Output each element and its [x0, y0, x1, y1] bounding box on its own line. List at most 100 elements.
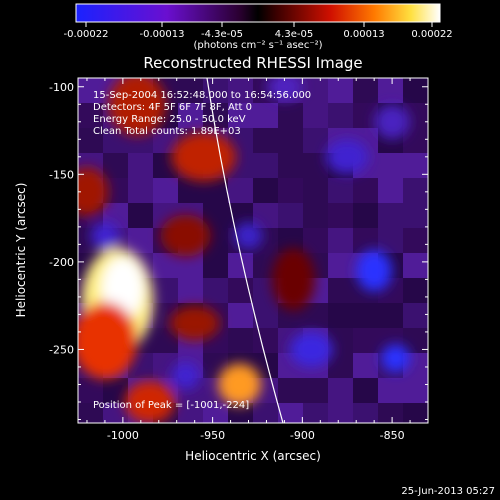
texture-cell: [328, 178, 353, 203]
emission-blob: [160, 214, 211, 257]
colorbar-ticks: -0.00022 -0.00013 -4.3e-05 4.3e-05 0.00013 0.…: [64, 22, 453, 40]
x-tick-label: -950: [200, 429, 225, 442]
texture-cell: [153, 253, 178, 278]
texture-cell: [178, 278, 203, 303]
emission-blob: [108, 78, 166, 136]
texture-cell: [303, 103, 328, 128]
texture-cell: [378, 203, 403, 228]
texture-cell: [328, 228, 353, 253]
texture-cell: [403, 78, 428, 103]
texture-cell: [403, 278, 428, 303]
info-time-range: 15-Sep-2004 16:52:48.000 to 16:54:56.000: [93, 90, 311, 101]
texture-cell: [378, 403, 403, 423]
emission-blob: [78, 167, 109, 217]
texture-cell: [128, 228, 153, 253]
texture-cell: [328, 78, 353, 103]
texture-cell: [303, 178, 328, 203]
texture-cell: [178, 253, 203, 278]
emission-blob: [78, 302, 138, 380]
emission-blob: [90, 221, 120, 250]
y-tick-label: -250: [49, 343, 74, 356]
texture-cell: [228, 303, 253, 328]
texture-cell: [303, 303, 328, 328]
texture-cell: [378, 78, 403, 103]
colorbar-tick-label: 0.00013: [343, 29, 384, 40]
plot-title: Reconstructed RHESSI Image: [143, 54, 362, 72]
texture-cell: [253, 153, 278, 178]
texture-cell: [328, 253, 353, 278]
texture-cell: [278, 178, 303, 203]
texture-cell: [78, 103, 103, 128]
texture-cell: [228, 103, 253, 128]
y-axis-label: Heliocentric Y (arcsec): [14, 183, 28, 318]
image-blobs: [78, 78, 411, 423]
rhessi-image: [78, 78, 428, 423]
colorbar-tick-label: 0.00022: [411, 29, 452, 40]
texture-cell: [403, 378, 428, 403]
colorbar: [75, 3, 441, 23]
texture-cell: [303, 78, 328, 103]
texture-cell: [328, 353, 353, 378]
texture-cell: [353, 403, 378, 423]
texture-cell: [403, 253, 428, 278]
info-energy: Energy Range: 25.0 - 50.0 keV: [93, 114, 246, 125]
colorbar-tick-label: -0.00022: [64, 29, 109, 40]
texture-cell: [378, 303, 403, 328]
texture-cell: [328, 203, 353, 228]
colorbar-tick-label: -4.3e-05: [201, 29, 243, 40]
colorbar-unit-label: (photons cm⁻² s⁻¹ asec⁻²): [193, 40, 322, 51]
plot-frame: [77, 77, 429, 424]
emission-blob: [171, 361, 201, 390]
x-axis-label: Heliocentric X (arcsec): [185, 449, 321, 463]
texture-cell: [153, 178, 178, 203]
texture-cell: [228, 328, 253, 353]
texture-cell: [303, 203, 328, 228]
texture-cell: [353, 103, 378, 128]
texture-cell: [253, 203, 278, 228]
texture-cell: [103, 153, 128, 178]
texture-cell: [203, 253, 228, 278]
info-peak-position: Position of Peak = [-1001,-224]: [93, 400, 249, 411]
texture-cell: [78, 403, 103, 423]
texture-cell: [203, 403, 228, 423]
texture-cell: [78, 78, 103, 103]
texture-cell: [228, 253, 253, 278]
texture-cell: [328, 103, 353, 128]
texture-cell: [403, 328, 428, 353]
texture-cell: [278, 128, 303, 153]
x-tick-label: -900: [290, 429, 315, 442]
colorbar-tick-label: -0.00013: [140, 29, 185, 40]
emission-blob: [218, 363, 262, 406]
texture-cell: [378, 178, 403, 203]
info-clean: Clean Total counts: 1.89E+03: [93, 126, 241, 137]
texture-cell: [253, 328, 278, 353]
texture-cell: [378, 378, 403, 403]
emission-blob: [124, 380, 175, 423]
texture-cell: [203, 278, 228, 303]
texture-cell: [178, 178, 203, 203]
texture-cell: [353, 378, 378, 403]
texture-cell: [103, 403, 128, 423]
texture-cell: [353, 353, 378, 378]
emission-blob: [289, 331, 333, 367]
texture-cell: [128, 178, 153, 203]
texture-cell: [178, 103, 203, 128]
texture-cell: [353, 328, 378, 353]
timestamp: 25-Jun-2013 05:27: [401, 486, 495, 497]
texture-cell: [128, 153, 153, 178]
emission-blob: [381, 344, 411, 373]
emission-blob: [374, 104, 411, 140]
texture-cell: [228, 78, 253, 103]
texture-cell: [178, 403, 203, 423]
texture-cell: [128, 203, 153, 228]
texture-cell: [353, 303, 378, 328]
x-tick-label: -850: [380, 429, 405, 442]
emission-blob: [171, 132, 236, 182]
texture-cell: [203, 203, 228, 228]
texture-cell: [328, 278, 353, 303]
texture-cell: [78, 378, 103, 403]
texture-cell: [328, 403, 353, 423]
texture-cell: [103, 378, 128, 403]
emission-blob: [271, 247, 315, 311]
